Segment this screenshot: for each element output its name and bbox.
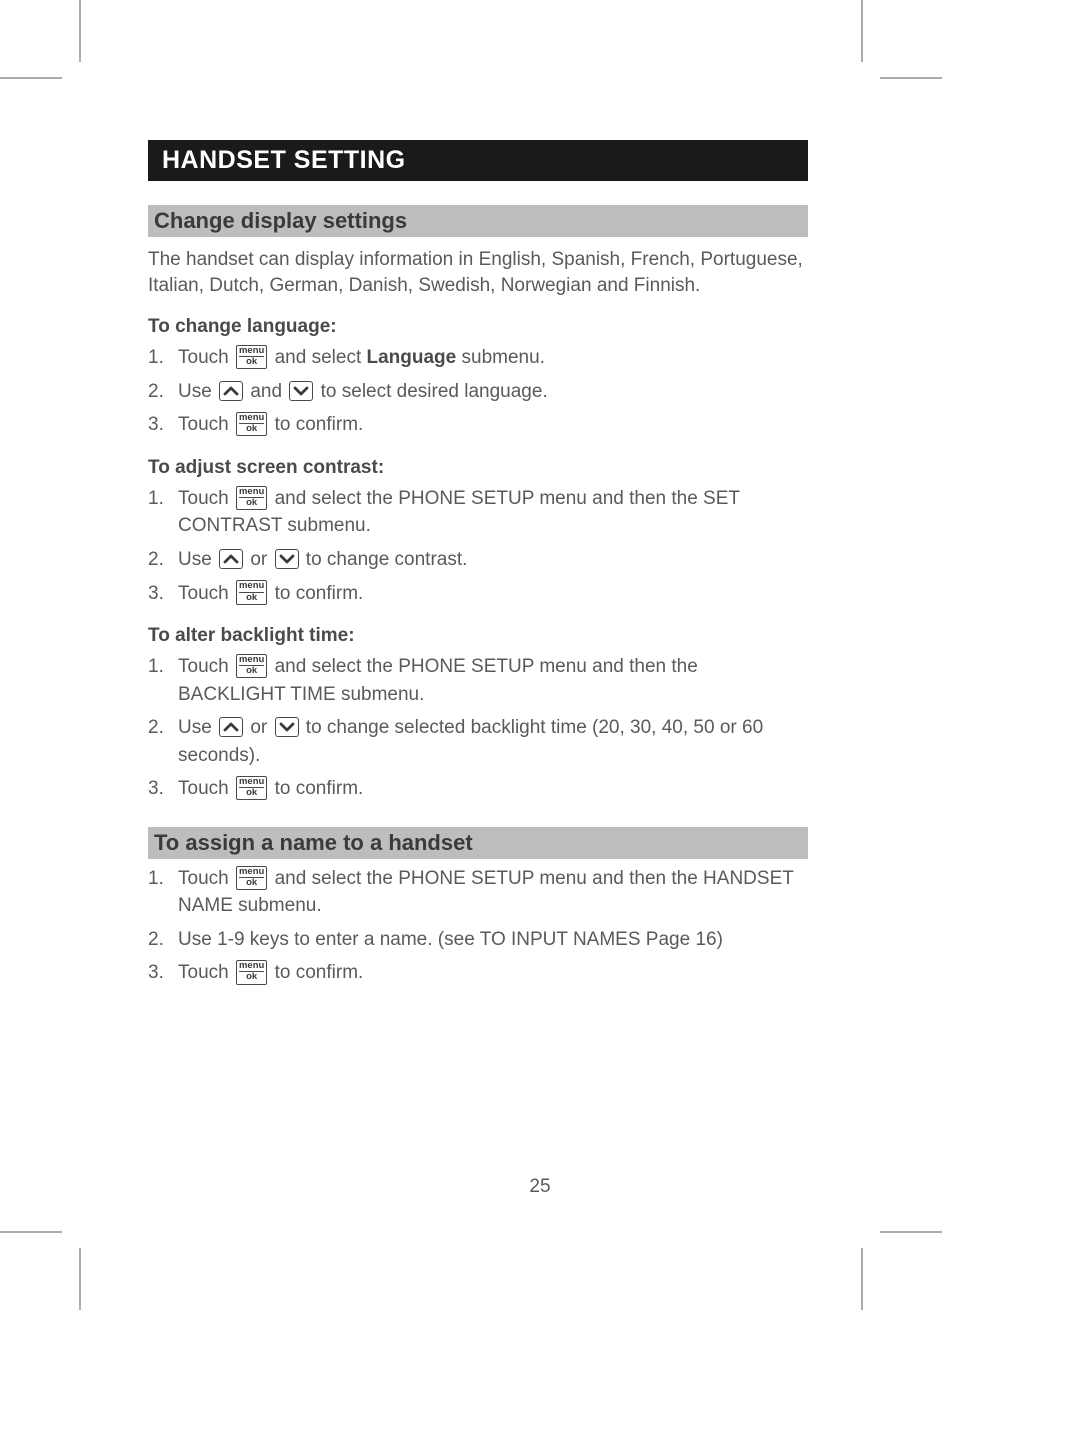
up-arrow-icon: [219, 549, 243, 569]
menu-ok-icon: menuok: [236, 654, 267, 678]
down-arrow-icon: [289, 381, 313, 401]
section-intro: The handset can display information in E…: [148, 247, 808, 298]
menu-ok-icon: menuok: [236, 960, 267, 984]
up-arrow-icon: [219, 717, 243, 737]
down-arrow-icon: [275, 717, 299, 737]
section-title: To assign a name to a handset: [148, 827, 808, 859]
menu-ok-icon: menuok: [236, 486, 267, 510]
step-item: Use or to change contrast.: [148, 546, 808, 574]
step-list: Touch menuok and select the PHONE SETUP …: [148, 865, 808, 987]
menu-ok-icon: menuok: [236, 866, 267, 890]
main-title: HANDSET SETTING: [148, 140, 808, 181]
step-item: Use 1-9 keys to enter a name. (see TO IN…: [148, 926, 808, 954]
section-title: Change display settings: [148, 205, 808, 237]
subsection-title: To change language:: [148, 316, 808, 338]
step-list: Touch menuok and select Language submenu…: [148, 344, 808, 439]
step-item: Touch menuok and select the PHONE SETUP …: [148, 865, 808, 920]
menu-ok-icon: menuok: [236, 776, 267, 800]
step-item: Touch menuok and select the PHONE SETUP …: [148, 653, 808, 708]
menu-ok-icon: menuok: [236, 345, 267, 369]
step-list: Touch menuok and select the PHONE SETUP …: [148, 653, 808, 803]
page-number: 25: [0, 1176, 1080, 1198]
menu-ok-icon: menuok: [236, 412, 267, 436]
step-item: Use or to change selected backlight time…: [148, 714, 808, 769]
step-item: Use and to select desired language.: [148, 378, 808, 406]
down-arrow-icon: [275, 549, 299, 569]
step-item: Touch menuok to confirm.: [148, 775, 808, 803]
step-list: Touch menuok and select the PHONE SETUP …: [148, 485, 808, 607]
step-item: Touch menuok to confirm.: [148, 411, 808, 439]
step-item: Touch menuok and select the PHONE SETUP …: [148, 485, 808, 540]
step-item: Touch menuok and select Language submenu…: [148, 344, 808, 372]
subsection-title: To alter backlight time:: [148, 625, 808, 647]
subsection-title: To adjust screen contrast:: [148, 457, 808, 479]
step-item: Touch menuok to confirm.: [148, 580, 808, 608]
step-item: Touch menuok to confirm.: [148, 959, 808, 987]
bold-text: Language: [367, 347, 457, 368]
menu-ok-icon: menuok: [236, 580, 267, 604]
up-arrow-icon: [219, 381, 243, 401]
page-content: HANDSET SETTING Change display settings T…: [148, 140, 808, 993]
